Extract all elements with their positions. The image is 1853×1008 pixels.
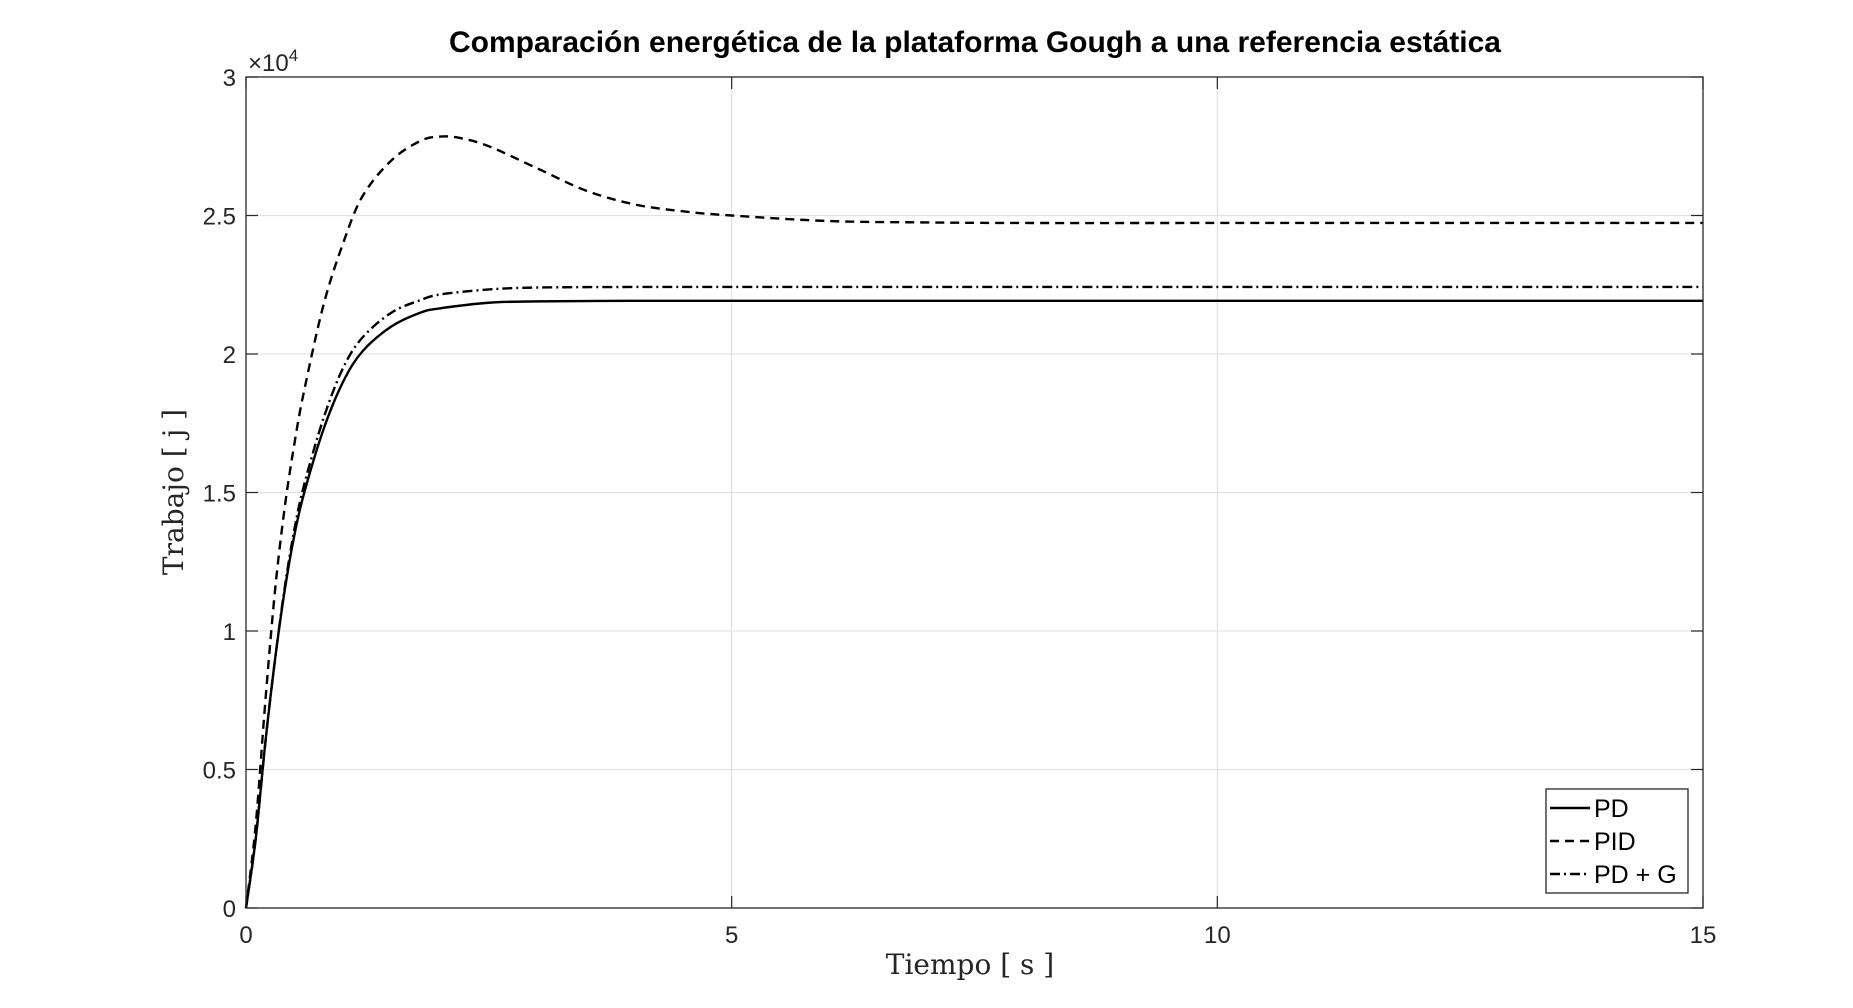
y-tick-label: 1.5 [203,481,236,508]
y-tick-label: 2.5 [203,204,236,231]
y-exponent-base: ×10 [248,50,289,77]
chart-title: Comparación energética de la plataforma … [449,26,1501,59]
legend-items: PD PID PD + G [1550,795,1677,889]
y-tick-label: 3 [223,65,236,92]
x-tick-label: 15 [1690,922,1717,949]
x-tick-label: 0 [239,922,252,949]
y-exponent-power: 4 [289,46,298,65]
y-axis-label: Trabajo [ j ] [157,409,190,575]
legend-label: PD + G [1594,861,1677,889]
y-tick-label: 0 [223,896,236,923]
x-axis-label: Tiempo [ s ] [886,948,1054,981]
tick-layer: 0 5 10 15 0 0.5 1 1.5 2 2.5 3 [203,65,1717,949]
y-axis-exponent: ×104 [248,46,298,77]
y-tick-label: 1 [223,619,236,646]
x-tick-label: 5 [725,922,738,949]
y-tick-label: 2 [223,342,236,369]
series-layer [244,135,1703,909]
plot-area: 0 5 10 15 0 0.5 1 1.5 2 2.5 3 [203,65,1717,949]
legend-label: PD [1594,795,1629,823]
legend-label: PID [1594,828,1636,856]
series-line-pid [244,135,1703,909]
y-tick-label: 0.5 [203,758,236,785]
x-tick-label: 10 [1204,922,1231,949]
legend: PD PID PD + G [1545,788,1689,894]
series-line-pd-g [244,285,1703,909]
